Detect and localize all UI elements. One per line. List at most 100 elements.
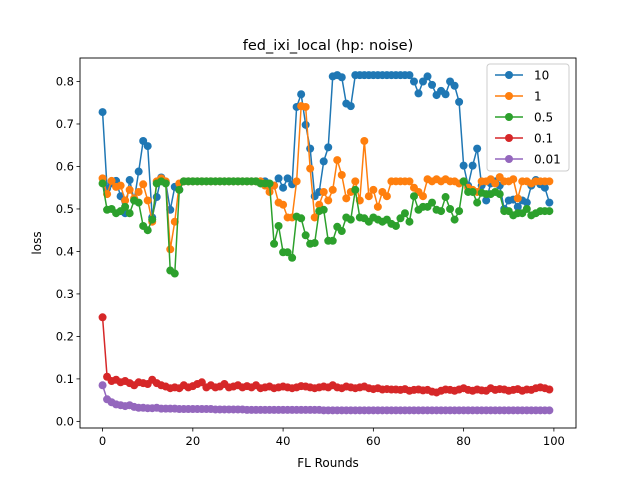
y-axis-label: loss — [30, 231, 44, 254]
x-axis: 0 20 40 60 80 100 — [99, 428, 565, 448]
legend-marker-2 — [505, 113, 513, 121]
series-0-point-99 — [545, 198, 554, 207]
series-2-point-14 — [161, 179, 170, 188]
series-1-point-47 — [310, 213, 319, 222]
series-1-point-53 — [337, 170, 346, 179]
series-1-point-68 — [405, 177, 414, 186]
series-1-point-63 — [382, 192, 391, 201]
legend-marker-1 — [505, 92, 513, 100]
series-2-point-45 — [301, 231, 310, 240]
series-0-point-69 — [409, 77, 418, 86]
series-2-point-75 — [437, 207, 446, 216]
legend-label-3: 0.1 — [534, 132, 553, 146]
series-4-point-99 — [545, 406, 554, 415]
series-0-point-49 — [319, 157, 328, 166]
series-1-point-60 — [369, 185, 378, 194]
series-0-point-94 — [522, 198, 531, 207]
legend-marker-0 — [505, 71, 513, 79]
series-2-point-0 — [98, 179, 107, 188]
series-0-point-8 — [134, 167, 143, 176]
series-1-point-8 — [134, 187, 143, 196]
series-0-point-83 — [473, 144, 482, 153]
series-2-point-11 — [148, 215, 157, 224]
series-1-point-6 — [125, 185, 134, 194]
series-1-point-46 — [306, 164, 315, 173]
series-0-point-39 — [274, 174, 283, 183]
series-2-point-10 — [143, 226, 152, 235]
series-0-point-40 — [279, 183, 288, 192]
chart-title: fed_ixi_local (hp: noise) — [243, 38, 414, 54]
series-1-point-4 — [116, 181, 125, 190]
series-1-point-45 — [301, 102, 310, 111]
x-tick-label-5: 100 — [543, 434, 565, 448]
series-2-point-78 — [450, 215, 459, 224]
series-3-point-99 — [545, 385, 554, 394]
y-tick-label-0: 0.0 — [56, 414, 74, 428]
series-2-point-94 — [522, 204, 531, 213]
y-tick-label-7: 0.7 — [56, 117, 74, 131]
series-1-point-10 — [143, 196, 152, 205]
series-2-point-38 — [270, 239, 279, 248]
legend-label-4: 0.01 — [534, 153, 561, 167]
y-tick-label-3: 0.3 — [56, 287, 74, 301]
series-layer — [98, 71, 554, 415]
x-tick-label-0: 0 — [99, 434, 106, 448]
series-2-point-53 — [337, 227, 346, 236]
series-1-point-91 — [509, 175, 518, 184]
series-2-point-17 — [175, 185, 184, 194]
series-2-point-68 — [405, 217, 414, 226]
series-2-point-82 — [468, 187, 477, 196]
y-tick-label-1: 0.1 — [56, 372, 74, 386]
series-2-point-44 — [297, 214, 306, 223]
series-0-point-80 — [459, 161, 468, 170]
series-1-point-40 — [279, 200, 288, 209]
series-2-point-42 — [288, 253, 297, 262]
series-2-point-73 — [428, 198, 437, 207]
legend-label-2: 0.5 — [534, 111, 553, 125]
plot-frame — [79, 57, 577, 429]
series-2-point-47 — [310, 238, 319, 247]
series-0-point-53 — [337, 73, 346, 82]
series-2-point-69 — [409, 192, 418, 201]
legend-label-0: 10 — [534, 69, 549, 83]
legend-marker-3 — [505, 134, 513, 142]
series-1-point-87 — [491, 179, 500, 188]
series-0-point-0 — [98, 108, 107, 117]
y-tick-label-4: 0.4 — [56, 244, 74, 258]
series-1-point-5 — [121, 196, 130, 205]
series-0-point-82 — [468, 161, 477, 170]
series-2-point-51 — [328, 236, 337, 245]
series-0-point-73 — [428, 80, 437, 89]
series-0-point-70 — [414, 89, 423, 98]
series-0-point-55 — [346, 102, 355, 111]
series-1-point-15 — [166, 245, 175, 254]
series-2-point-76 — [441, 193, 450, 202]
x-axis-label: FL Rounds — [297, 456, 359, 470]
series-2-point-67 — [400, 209, 409, 218]
series-1-point-43 — [292, 177, 301, 186]
y-tick-label-6: 0.6 — [56, 159, 74, 173]
series-0-point-41 — [283, 174, 292, 183]
series-1-point-58 — [360, 136, 369, 145]
y-tick-label-5: 0.5 — [56, 202, 74, 216]
series-0-point-85 — [482, 196, 491, 205]
series-2-point-99 — [545, 207, 554, 216]
series-0-point-50 — [324, 143, 333, 152]
series-2-point-88 — [495, 190, 504, 199]
series-0-point-68 — [405, 71, 414, 80]
series-2-point-77 — [446, 204, 455, 213]
y-tick-label-2: 0.2 — [56, 329, 74, 343]
x-tick-label-4: 80 — [456, 434, 471, 448]
series-0-point-76 — [441, 90, 450, 99]
series-line-2 — [101, 180, 550, 275]
series-1-point-61 — [373, 202, 382, 211]
series-0-point-45 — [301, 120, 310, 129]
series-0-point-44 — [297, 90, 306, 99]
series-2-point-49 — [319, 205, 328, 214]
y-axis: 0.0 0.1 0.2 0.3 0.4 0.5 0.6 0.7 0.8 — [56, 74, 80, 428]
series-0-point-10 — [143, 142, 152, 151]
x-tick-label-3: 60 — [366, 434, 381, 448]
series-2-point-8 — [134, 198, 143, 207]
series-0-point-72 — [423, 72, 432, 81]
legend-marker-4 — [505, 155, 513, 163]
